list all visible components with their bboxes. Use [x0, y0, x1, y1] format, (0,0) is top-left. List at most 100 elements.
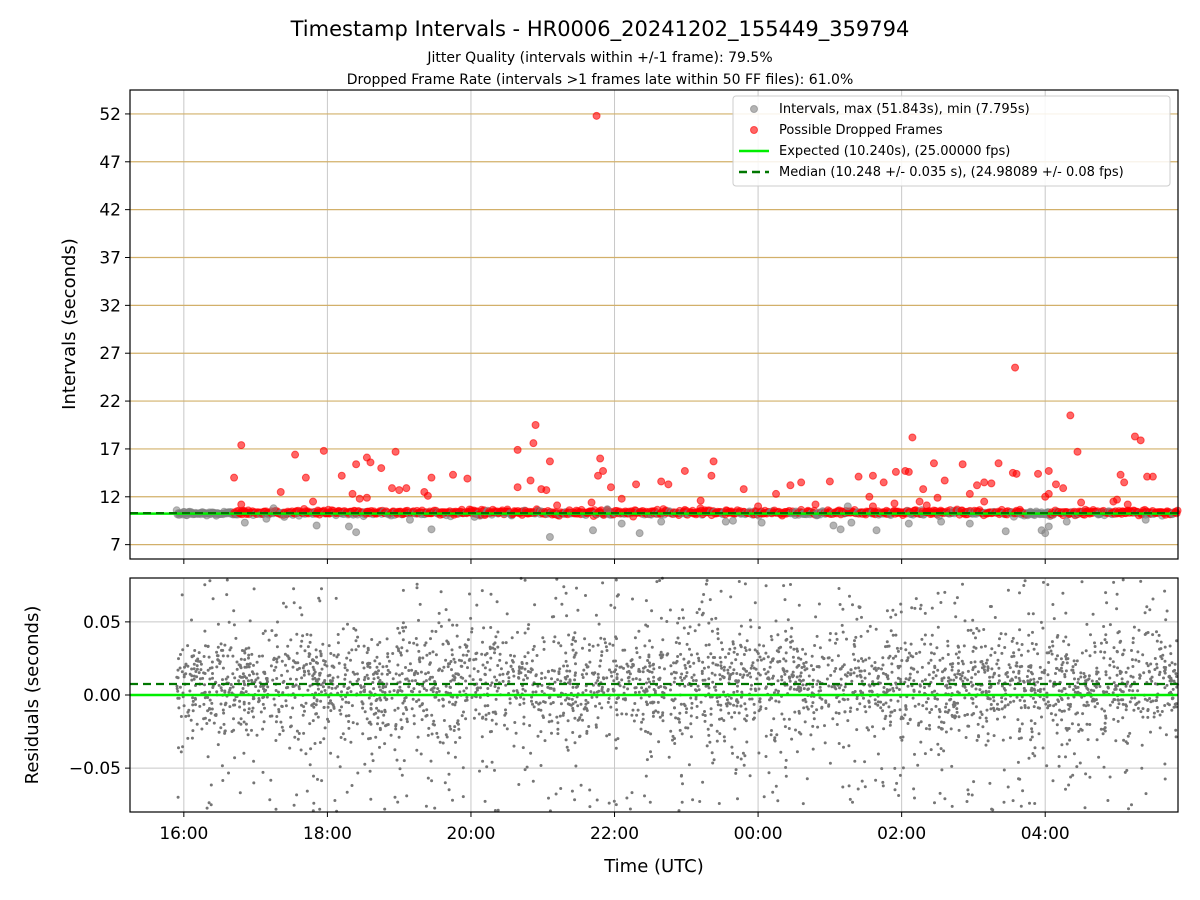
residual-point	[948, 698, 952, 702]
residual-point	[946, 644, 950, 648]
residual-point	[453, 703, 457, 707]
residual-point	[984, 743, 988, 747]
residual-point	[432, 719, 436, 723]
residual-point	[244, 722, 248, 726]
residual-point	[280, 705, 284, 708]
residual-point	[493, 809, 497, 812]
residual-point	[184, 714, 188, 718]
residual-point	[1118, 640, 1122, 644]
residual-point	[1128, 731, 1132, 735]
residual-point	[614, 701, 618, 705]
residual-point	[1174, 735, 1178, 739]
residual-point	[1155, 699, 1158, 702]
residual-point	[1089, 633, 1092, 637]
residual-point	[834, 632, 838, 636]
residual-point	[965, 800, 969, 803]
residual-point	[380, 672, 384, 676]
residual-point	[1051, 718, 1055, 722]
residual-point	[724, 655, 727, 659]
dropped-frame-outlier-5	[1130, 432, 1139, 441]
residual-point	[555, 715, 559, 719]
residual-point	[713, 685, 717, 689]
dropped-frame-outlier-65	[739, 485, 748, 494]
residual-point	[745, 714, 749, 718]
residual-point	[837, 700, 841, 704]
residual-point	[707, 686, 711, 690]
residual-point	[443, 781, 447, 785]
residual-point	[1067, 707, 1071, 711]
residual-point	[586, 701, 590, 705]
residual-point	[938, 791, 942, 795]
residual-point	[1006, 588, 1010, 592]
residual-point	[1131, 675, 1135, 679]
residual-point	[1084, 772, 1088, 776]
dropped-frame-outlier-68	[797, 478, 806, 487]
residual-point	[466, 666, 469, 670]
residual-point	[956, 701, 960, 705]
residual-point	[758, 699, 761, 703]
residual-point	[485, 765, 489, 769]
residual-point	[554, 792, 558, 796]
residual-point	[952, 700, 956, 704]
residual-point	[771, 790, 775, 794]
dropped-frame-outlier-11	[513, 445, 522, 454]
residual-point	[993, 651, 997, 655]
residual-point	[731, 640, 735, 644]
residual-point	[605, 734, 609, 738]
residual-point	[223, 689, 227, 693]
residual-point	[1145, 605, 1149, 609]
residual-point	[333, 799, 337, 802]
residual-point	[625, 796, 629, 800]
residual-point	[415, 582, 419, 586]
residual-point	[744, 669, 748, 673]
residual-point	[624, 712, 628, 716]
residual-point	[494, 722, 498, 726]
residual-point	[489, 683, 493, 687]
residual-point	[890, 670, 894, 674]
residual-point	[306, 688, 310, 692]
interval-outlier-24	[1001, 527, 1010, 536]
residual-point	[613, 606, 617, 610]
residual-point	[838, 686, 841, 690]
residual-point	[1064, 657, 1068, 661]
residual-point	[743, 702, 747, 706]
residual-point	[1142, 671, 1146, 675]
residual-point	[472, 716, 476, 720]
residual-point	[495, 600, 499, 604]
residual-point	[1097, 677, 1101, 681]
residual-point	[295, 668, 299, 672]
dropped-frame-outlier-36	[427, 473, 436, 482]
residual-point	[677, 717, 681, 721]
residuals-y-tick-label-0: 0.05	[83, 613, 121, 633]
residual-point	[379, 688, 382, 692]
residual-point	[498, 652, 502, 656]
residual-point	[1104, 633, 1108, 637]
residual-point	[1115, 673, 1119, 677]
residual-point	[319, 683, 323, 687]
x-tick-label-4: 00:00	[734, 824, 783, 844]
residual-point	[1141, 653, 1145, 657]
intervals-y-axis-label: Intervals (seconds)	[59, 238, 80, 410]
residual-point	[1130, 649, 1133, 652]
residual-point	[795, 647, 799, 651]
residual-point	[886, 677, 890, 681]
residual-point	[384, 685, 388, 689]
residual-point	[1149, 677, 1153, 681]
residual-point	[286, 654, 290, 658]
residual-point	[463, 643, 467, 647]
residual-point	[953, 601, 957, 605]
residual-point	[634, 691, 637, 694]
residual-point	[334, 596, 338, 600]
residual-point	[484, 717, 488, 721]
dropped-frame-outlier-93	[553, 501, 562, 510]
residual-point	[845, 637, 848, 641]
residual-point	[1072, 671, 1076, 675]
residual-point	[305, 789, 309, 793]
residual-point	[336, 675, 340, 679]
residual-point	[935, 646, 939, 650]
residual-point	[950, 665, 954, 669]
residual-point	[880, 667, 883, 671]
residual-point	[442, 719, 446, 722]
residual-point	[1074, 712, 1078, 716]
